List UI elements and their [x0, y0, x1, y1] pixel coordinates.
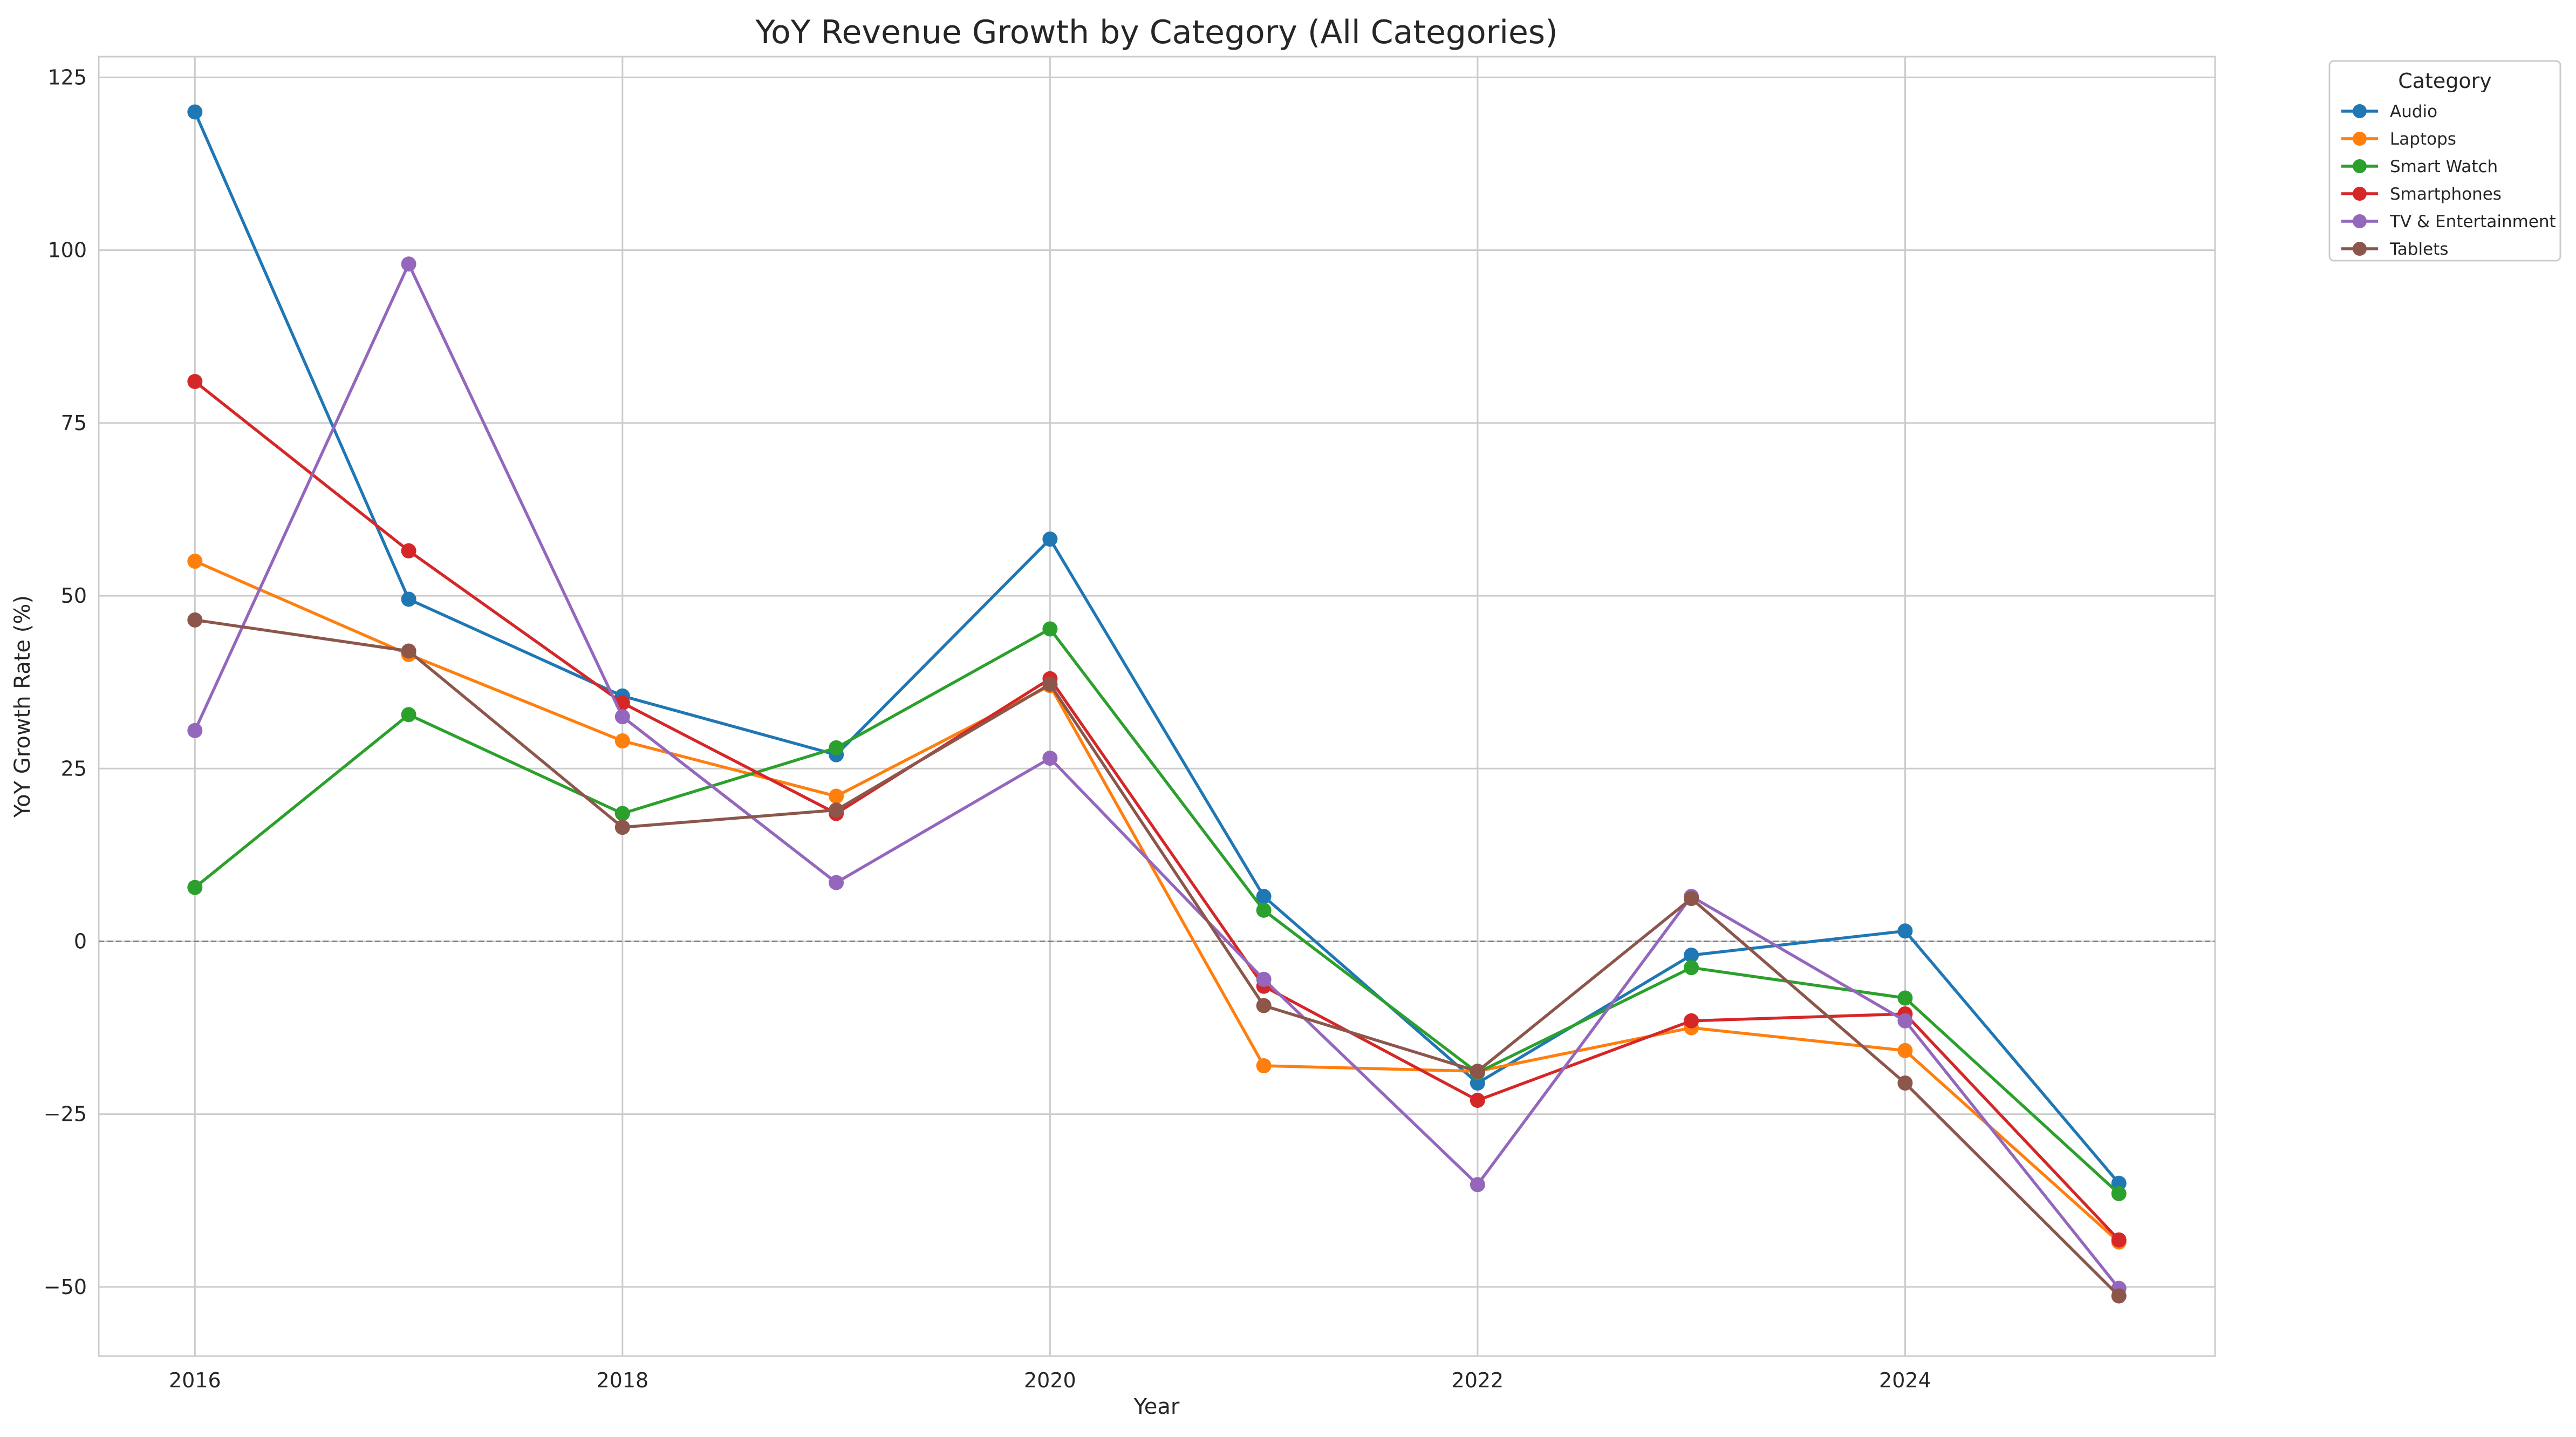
- data-point: [1470, 1177, 1485, 1193]
- data-point: [1897, 923, 1913, 939]
- data-point: [2111, 1288, 2127, 1304]
- legend: Category Audio Laptops Smart Watch Smartpho…: [2328, 60, 2561, 262]
- legend-marker: [2353, 159, 2367, 173]
- data-point: [1684, 1013, 1699, 1029]
- data-point: [187, 723, 203, 738]
- data-point: [614, 733, 630, 749]
- y-tick-label: 100: [47, 239, 87, 262]
- data-point: [614, 820, 630, 835]
- data-point: [187, 880, 203, 895]
- data-point: [2111, 1175, 2127, 1191]
- data-point: [1470, 1075, 1485, 1091]
- x-tick-label: 2024: [1879, 1368, 1931, 1392]
- series-audio: [187, 104, 2127, 1191]
- legend-marker: [2353, 187, 2367, 201]
- chart-title: YoY Revenue Growth by Category (All Cate…: [755, 13, 1557, 51]
- series-layer: [187, 104, 2127, 1304]
- x-axis-label: Year: [1133, 1394, 1180, 1419]
- y-tick-label: −25: [44, 1102, 87, 1126]
- data-point: [1897, 1013, 1913, 1029]
- legend-label: Smart Watch: [2390, 157, 2498, 176]
- data-point: [401, 256, 416, 272]
- data-point: [401, 543, 416, 559]
- data-point: [829, 740, 844, 755]
- data-point: [401, 707, 416, 723]
- data-point: [1256, 902, 1272, 918]
- series-line: [194, 380, 2120, 1241]
- legend-marker: [2353, 132, 2367, 146]
- data-point: [1470, 1064, 1485, 1079]
- legend-entries: Audio Laptops Smart Watch Smartphones TV & E…: [2341, 102, 2556, 259]
- data-point: [1684, 948, 1699, 963]
- x-tick-label: 2020: [1024, 1368, 1076, 1392]
- series-line: [193, 262, 2120, 1290]
- y-axis-label: YoY Growth Rate (%): [10, 595, 35, 818]
- data-point: [187, 612, 203, 628]
- data-point: [187, 554, 203, 569]
- data-point: [1897, 990, 1913, 1006]
- legend-marker: [2353, 104, 2367, 118]
- data-point: [1042, 621, 1058, 637]
- legend-entry: Tablets: [2341, 240, 2448, 259]
- y-tick-label: 25: [61, 757, 87, 780]
- data-point: [1256, 889, 1272, 904]
- data-point: [614, 709, 630, 725]
- data-point: [187, 374, 203, 389]
- legend-marker: [2353, 242, 2367, 256]
- data-point: [829, 875, 844, 890]
- data-point: [1470, 1093, 1485, 1108]
- x-tick-label: 2018: [596, 1368, 648, 1392]
- data-point: [1042, 532, 1058, 547]
- series-tablets: [187, 612, 2127, 1304]
- data-point: [614, 806, 630, 821]
- data-point: [1897, 1075, 1913, 1091]
- data-point: [1256, 1058, 1272, 1074]
- legend-label: Smartphones: [2390, 185, 2502, 204]
- legend-entry: TV & Entertainment: [2341, 212, 2556, 231]
- series-line: [194, 618, 2120, 1297]
- data-point: [1684, 891, 1699, 907]
- data-point: [187, 104, 203, 120]
- y-tick-label: 75: [61, 411, 87, 435]
- series-line: [194, 560, 2120, 1243]
- y-tick-label: 0: [74, 929, 87, 953]
- data-point: [829, 788, 844, 804]
- data-point: [401, 643, 416, 659]
- plot-background: [98, 56, 2216, 1357]
- data-point: [401, 591, 416, 607]
- legend-label: Audio: [2390, 102, 2437, 121]
- data-point: [1897, 1043, 1913, 1058]
- data-point: [1256, 971, 1272, 987]
- data-point: [2111, 1186, 2127, 1201]
- legend-label: Tablets: [2389, 240, 2448, 259]
- series-line: [193, 111, 2120, 1184]
- data-point: [1042, 677, 1058, 692]
- legend-frame: [2328, 60, 2561, 262]
- legend-label: TV & Entertainment: [2389, 212, 2556, 231]
- legend-marker: [2353, 214, 2367, 228]
- y-tick-label: 125: [47, 65, 87, 89]
- x-tick-label: 2022: [1452, 1368, 1504, 1392]
- legend-entry: Smartphones: [2341, 185, 2502, 204]
- y-tick-label: 50: [61, 584, 87, 608]
- legend-label: Laptops: [2390, 130, 2456, 149]
- data-point: [1684, 960, 1699, 976]
- legend-entry: Smart Watch: [2341, 157, 2498, 176]
- legend-title: Category: [2398, 69, 2492, 93]
- x-tick-label: 2016: [169, 1368, 221, 1392]
- data-point: [1042, 751, 1058, 766]
- data-point: [1256, 998, 1272, 1013]
- series-line: [194, 627, 2120, 1195]
- tick-labels: 2016 2018 2020 2022 2024 −50 −25 0 25 50 75 100 125: [44, 65, 1931, 1392]
- y-tick-label: −50: [44, 1275, 87, 1299]
- data-point: [829, 802, 844, 818]
- legend-entry: Audio: [2341, 102, 2437, 121]
- legend-entry: Laptops: [2341, 130, 2456, 149]
- data-point: [2111, 1232, 2127, 1248]
